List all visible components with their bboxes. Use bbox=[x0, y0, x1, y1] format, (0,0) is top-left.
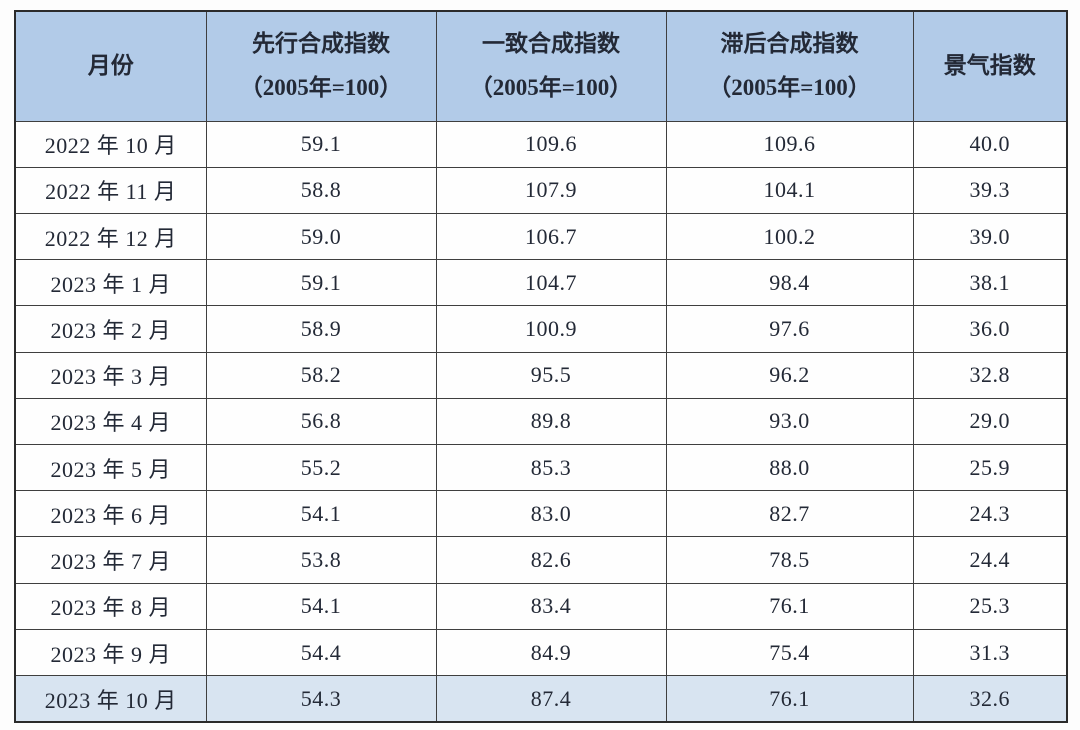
value-cell: 59.1 bbox=[205, 259, 437, 307]
header-leading-sublabel: （2005年=100） bbox=[239, 75, 403, 101]
table-row: 2023 年 6 月 54.1 83.0 82.7 24.3 bbox=[14, 490, 1068, 538]
value-cell: 56.8 bbox=[205, 397, 437, 446]
value-cell: 93.0 bbox=[665, 397, 914, 446]
value-cell: 54.1 bbox=[205, 490, 437, 538]
value-cell: 24.4 bbox=[912, 536, 1068, 584]
value-cell: 76.1 bbox=[665, 675, 914, 723]
table-row: 2023 年 2 月 58.9 100.9 97.6 36.0 bbox=[14, 305, 1068, 353]
header-month: 月份 bbox=[14, 10, 207, 122]
header-leading-label: 先行合成指数 bbox=[252, 31, 390, 57]
month-cell: 2023 年 2 月 bbox=[14, 305, 207, 353]
value-cell: 76.1 bbox=[665, 582, 914, 630]
header-prosperity-index: 景气指数 bbox=[912, 10, 1068, 122]
month-cell: 2023 年 9 月 bbox=[14, 628, 207, 677]
table-row: 2023 年 9 月 54.4 84.9 75.4 31.3 bbox=[14, 628, 1068, 677]
value-cell: 89.8 bbox=[435, 397, 667, 446]
header-coincident-sublabel: （2005年=100） bbox=[469, 75, 633, 101]
value-cell: 25.3 bbox=[912, 582, 1068, 630]
value-cell: 104.1 bbox=[665, 166, 914, 214]
month-cell: 2023 年 8 月 bbox=[14, 582, 207, 630]
value-cell: 83.0 bbox=[435, 490, 667, 538]
header-coincident-index: 一致合成指数 （2005年=100） bbox=[435, 10, 667, 122]
value-cell: 87.4 bbox=[435, 675, 667, 723]
month-cell: 2023 年 7 月 bbox=[14, 536, 207, 584]
value-cell: 85.3 bbox=[435, 444, 667, 492]
table-row: 2023 年 7 月 53.8 82.6 78.5 24.4 bbox=[14, 536, 1068, 584]
value-cell: 58.2 bbox=[205, 351, 437, 399]
value-cell: 39.3 bbox=[912, 166, 1068, 214]
value-cell: 104.7 bbox=[435, 259, 667, 307]
value-cell: 59.0 bbox=[205, 212, 437, 261]
header-lagging-sublabel: （2005年=100） bbox=[708, 75, 871, 101]
value-cell: 58.9 bbox=[205, 305, 437, 353]
value-cell: 109.6 bbox=[435, 120, 667, 168]
table-row: 2023 年 3 月 58.2 95.5 96.2 32.8 bbox=[14, 351, 1068, 399]
header-coincident-label: 一致合成指数 bbox=[482, 31, 620, 57]
table-row: 2023 年 8 月 54.1 83.4 76.1 25.3 bbox=[14, 582, 1068, 630]
table-body: 2022 年 10 月 59.1 109.6 109.6 40.0 2022 年 11 月… bbox=[14, 120, 1068, 723]
value-cell: 95.5 bbox=[435, 351, 667, 399]
header-month-label: 月份 bbox=[87, 53, 134, 79]
value-cell: 109.6 bbox=[665, 120, 914, 168]
table-row: 2023 年 4 月 56.8 89.8 93.0 29.0 bbox=[14, 397, 1068, 446]
value-cell: 100.9 bbox=[435, 305, 667, 353]
value-cell: 97.6 bbox=[665, 305, 914, 353]
table-row: 2022 年 12 月 59.0 106.7 100.2 39.0 bbox=[14, 212, 1068, 261]
table-row: 2022 年 11 月 58.8 107.9 104.1 39.3 bbox=[14, 166, 1068, 214]
value-cell: 29.0 bbox=[912, 397, 1068, 446]
value-cell: 38.1 bbox=[912, 259, 1068, 307]
value-cell: 107.9 bbox=[435, 166, 667, 214]
value-cell: 98.4 bbox=[665, 259, 914, 307]
month-cell: 2023 年 10 月 bbox=[14, 675, 207, 723]
table-row: 2023 年 5 月 55.2 85.3 88.0 25.9 bbox=[14, 444, 1068, 492]
value-cell: 84.9 bbox=[435, 628, 667, 677]
value-cell: 82.6 bbox=[435, 536, 667, 584]
value-cell: 32.8 bbox=[912, 351, 1068, 399]
table-row: 2023 年 1 月 59.1 104.7 98.4 38.1 bbox=[14, 259, 1068, 307]
value-cell: 32.6 bbox=[912, 675, 1068, 723]
value-cell: 36.0 bbox=[912, 305, 1068, 353]
prosperity-index-table: 月份 先行合成指数 （2005年=100） 一致合成指数 （2005年=100）… bbox=[14, 10, 1068, 723]
header-lagging-label: 滞后合成指数 bbox=[720, 31, 859, 57]
value-cell: 31.3 bbox=[912, 628, 1068, 677]
value-cell: 39.0 bbox=[912, 212, 1068, 261]
table-row: 2023 年 10 月 54.3 87.4 76.1 32.6 bbox=[14, 675, 1068, 723]
month-cell: 2023 年 4 月 bbox=[14, 397, 207, 446]
month-cell: 2022 年 11 月 bbox=[14, 166, 207, 214]
value-cell: 82.7 bbox=[665, 490, 914, 538]
value-cell: 96.2 bbox=[665, 351, 914, 399]
value-cell: 24.3 bbox=[912, 490, 1068, 538]
value-cell: 83.4 bbox=[435, 582, 667, 630]
month-cell: 2023 年 5 月 bbox=[14, 444, 207, 492]
value-cell: 55.2 bbox=[205, 444, 437, 492]
header-leading-index: 先行合成指数 （2005年=100） bbox=[205, 10, 437, 122]
value-cell: 54.1 bbox=[205, 582, 437, 630]
value-cell: 54.4 bbox=[205, 628, 437, 677]
month-cell: 2023 年 3 月 bbox=[14, 351, 207, 399]
value-cell: 40.0 bbox=[912, 120, 1068, 168]
value-cell: 100.2 bbox=[665, 212, 914, 261]
value-cell: 88.0 bbox=[665, 444, 914, 492]
month-cell: 2022 年 12 月 bbox=[14, 212, 207, 261]
value-cell: 25.9 bbox=[912, 444, 1068, 492]
table-row: 2022 年 10 月 59.1 109.6 109.6 40.0 bbox=[14, 120, 1068, 168]
value-cell: 53.8 bbox=[205, 536, 437, 584]
value-cell: 106.7 bbox=[435, 212, 667, 261]
header-lagging-index: 滞后合成指数 （2005年=100） bbox=[665, 10, 914, 122]
value-cell: 78.5 bbox=[665, 536, 914, 584]
month-cell: 2022 年 10 月 bbox=[14, 120, 207, 168]
value-cell: 54.3 bbox=[205, 675, 437, 723]
value-cell: 58.8 bbox=[205, 166, 437, 214]
value-cell: 75.4 bbox=[665, 628, 914, 677]
value-cell: 59.1 bbox=[205, 120, 437, 168]
month-cell: 2023 年 1 月 bbox=[14, 259, 207, 307]
month-cell: 2023 年 6 月 bbox=[14, 490, 207, 538]
header-prosperity-label: 景气指数 bbox=[943, 53, 1036, 79]
header-row: 月份 先行合成指数 （2005年=100） 一致合成指数 （2005年=100）… bbox=[14, 10, 1068, 122]
